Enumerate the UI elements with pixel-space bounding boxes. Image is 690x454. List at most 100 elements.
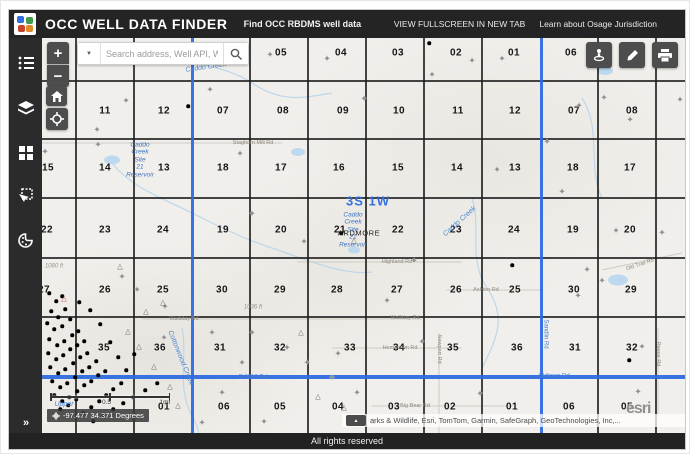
draw-palette-icon[interactable] xyxy=(9,225,42,255)
well-symbol-tri: △ xyxy=(315,393,321,401)
home-extent-button[interactable] xyxy=(46,86,67,106)
section-number: 04 xyxy=(334,47,348,59)
well-symbol-dot xyxy=(70,333,74,337)
well-symbol-star: ✦ xyxy=(598,275,606,286)
well-symbol-star: ✦ xyxy=(498,53,506,64)
well-symbol-star: ✦ xyxy=(634,386,642,397)
well-symbol-star: ✦ xyxy=(303,357,311,368)
app-subtitle: Find OCC RBDMS well data xyxy=(243,19,362,29)
well-symbol-dot xyxy=(54,299,58,303)
section-number: 07 xyxy=(216,105,230,117)
zoom-in-button[interactable]: + xyxy=(47,42,69,64)
well-symbol-dot xyxy=(111,387,115,391)
grid-line xyxy=(423,38,425,433)
well-symbol-star: ✦ xyxy=(626,114,634,125)
osage-jurisdiction-link[interactable]: Learn about Osage Jurisdiction xyxy=(539,19,657,29)
grid-line xyxy=(42,80,685,82)
attribution-toggle[interactable]: ▲ xyxy=(346,415,366,426)
legend-list-icon[interactable] xyxy=(9,48,42,78)
well-symbol-dot xyxy=(60,399,64,403)
well-symbol-dot xyxy=(71,361,75,365)
section-number: 31 xyxy=(568,342,582,354)
map-label: Reese Rd xyxy=(655,341,662,367)
well-symbol-star: ✦ xyxy=(218,387,226,398)
grid-line xyxy=(249,38,251,433)
section-number: 18 xyxy=(566,162,580,174)
well-symbol-tri: △ xyxy=(341,404,347,412)
section-number: 20 xyxy=(623,224,637,236)
well-symbol-dot xyxy=(58,385,62,389)
well-symbol-star: ✦ xyxy=(300,236,308,247)
well-symbol-star: ✦ xyxy=(248,208,256,219)
section-number: 33 xyxy=(343,342,357,354)
search-input[interactable] xyxy=(101,42,223,65)
well-symbol-dot xyxy=(56,315,60,319)
map-canvas[interactable]: + − ▼ xyxy=(42,38,685,433)
well-symbol-dot xyxy=(46,351,50,355)
grid-line xyxy=(481,38,483,433)
section-number: 32 xyxy=(273,342,287,354)
search-button[interactable] xyxy=(223,42,249,65)
section-number: 07 xyxy=(567,105,581,117)
well-symbol-dot xyxy=(116,355,120,359)
well-symbol-star: ✦ xyxy=(360,93,368,104)
well-symbol-dot xyxy=(143,388,147,392)
section-number: 22 xyxy=(391,224,405,236)
well-symbol-dot xyxy=(60,294,64,298)
township-line xyxy=(191,38,194,433)
layers-icon[interactable] xyxy=(9,93,42,123)
well-symbol-star: ✦ xyxy=(658,227,666,238)
well-symbol-dot xyxy=(82,339,86,343)
section-number: 15 xyxy=(42,162,55,174)
section-number: 23 xyxy=(449,224,463,236)
my-location-button[interactable] xyxy=(46,108,68,130)
well-symbol-star: ✦ xyxy=(600,92,608,103)
well-symbol-star: ✦ xyxy=(428,69,436,80)
well-symbol-dot xyxy=(124,368,128,372)
section-number: 17 xyxy=(274,162,288,174)
well-symbol-star: ✦ xyxy=(353,387,361,398)
expand-toolbar-icon[interactable]: » xyxy=(22,417,29,429)
grid-line xyxy=(42,138,685,140)
section-number: 32 xyxy=(625,342,639,354)
well-symbol-star: ✦ xyxy=(93,124,101,135)
section-number: 17 xyxy=(623,162,637,174)
section-number: 15 xyxy=(391,162,405,174)
well-symbol-star: ✦ xyxy=(94,139,102,150)
section-number: 22 xyxy=(42,224,54,236)
well-symbol-star: ✦ xyxy=(206,84,214,95)
map-label: Walliday Rd xyxy=(390,314,420,321)
zoom-out-button[interactable]: − xyxy=(47,65,69,87)
section-number: 16 xyxy=(332,162,346,174)
section-number: 29 xyxy=(624,284,638,296)
well-symbol-dot xyxy=(186,104,190,108)
fullscreen-link[interactable]: VIEW FULLSCREEN IN NEW TAB xyxy=(393,19,526,29)
section-number: 19 xyxy=(566,224,580,236)
print-button[interactable] xyxy=(652,42,678,68)
well-symbol-star: ✦ xyxy=(160,332,168,343)
map-label: Highland Rd xyxy=(381,258,413,265)
well-symbol-star: ✦ xyxy=(575,100,583,111)
draw-button[interactable] xyxy=(619,42,645,68)
well-symbol-tri: △ xyxy=(143,308,149,316)
section-number: 21 xyxy=(333,224,347,236)
well-symbol-dot xyxy=(74,397,78,401)
section-number: 14 xyxy=(98,162,112,174)
grid-line xyxy=(42,257,685,259)
section-number: 35 xyxy=(446,342,460,354)
search-source-dropdown[interactable]: ▼ xyxy=(77,42,101,65)
well-symbol-tri: △ xyxy=(136,343,142,351)
near-me-button[interactable] xyxy=(586,42,612,68)
well-symbol-star: ✦ xyxy=(328,372,336,383)
well-symbol-dot xyxy=(77,300,81,304)
select-tool-icon[interactable] xyxy=(9,180,42,210)
well-symbol-dot xyxy=(510,263,514,267)
well-symbol-star: ✦ xyxy=(383,295,391,306)
well-symbol-dot xyxy=(132,352,136,356)
map-label: Hometown Rd xyxy=(382,344,418,351)
well-symbol-dot xyxy=(103,369,107,373)
section-number: 02 xyxy=(443,401,457,413)
section-number: 03 xyxy=(387,401,401,413)
basemap-gallery-icon[interactable] xyxy=(9,138,42,168)
section-number: 11 xyxy=(452,105,464,117)
